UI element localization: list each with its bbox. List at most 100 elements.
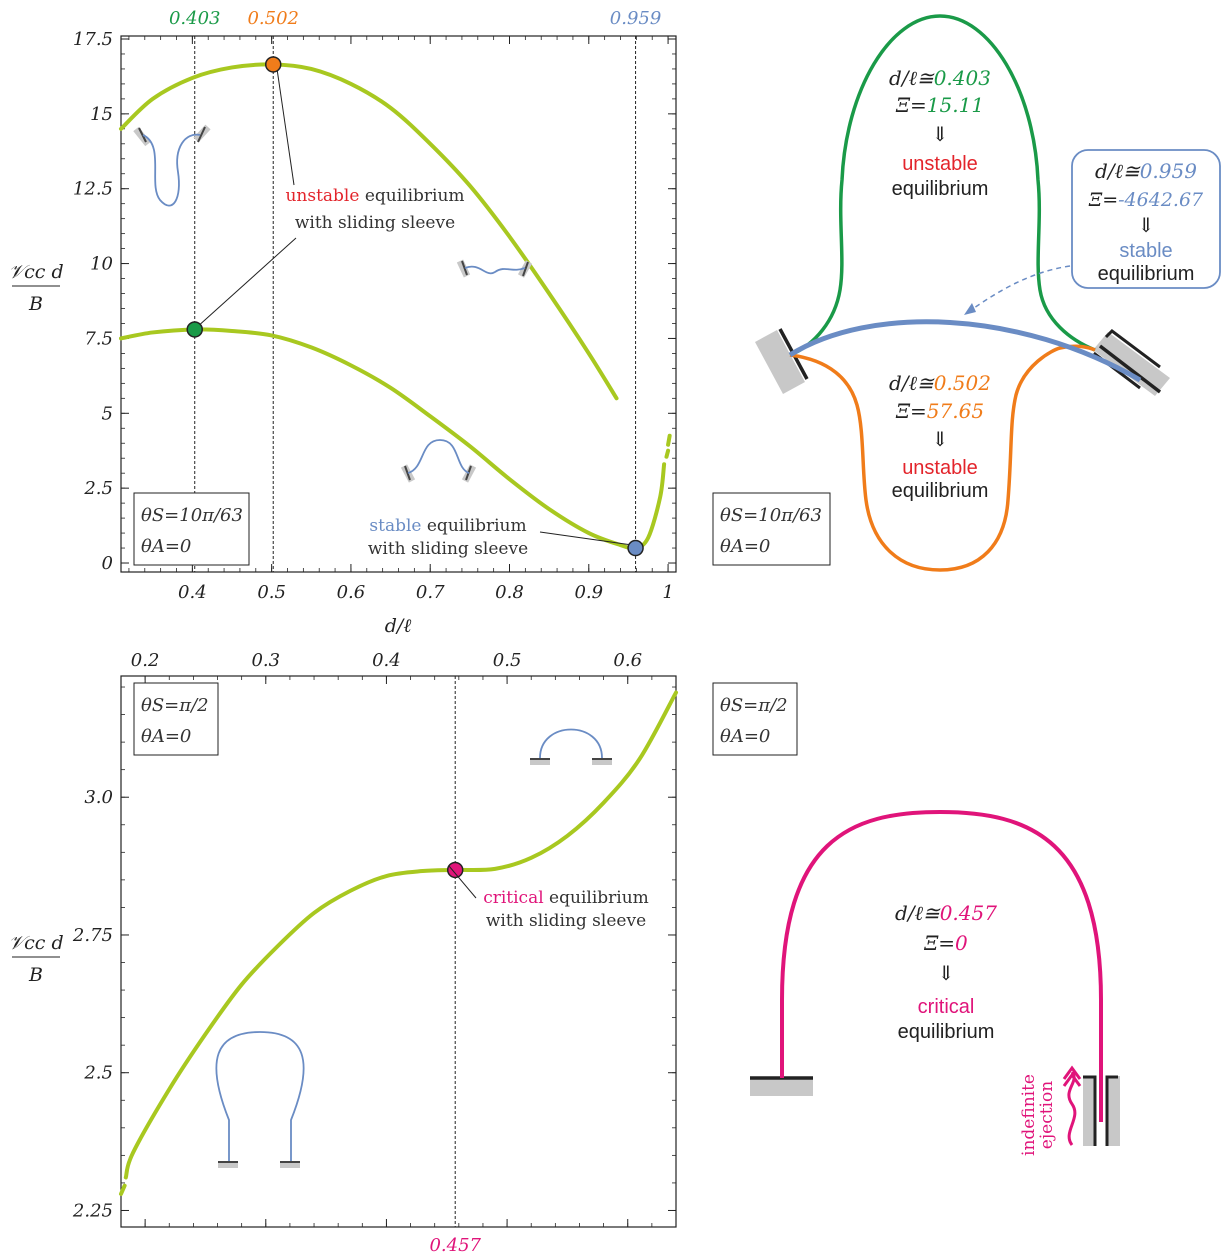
point-marker-orange (264, 56, 282, 73)
blue-stable-curve (788, 319, 1142, 383)
callout-line-unstable-orange (275, 61, 295, 186)
top-chart-y-label: 𝒱cc d B (8, 261, 63, 315)
x-tick-label: 0.9 (574, 582, 603, 603)
top-chart-shape-icons (133, 124, 533, 483)
bottom-chart-ticks: 0.2 0.3 0.4 0.5 0.6 2.25 2.5 2.75 3.0 (72, 650, 677, 1227)
arch-shape-icon (400, 439, 477, 483)
callout-line-stable (539, 531, 633, 546)
top-chart-legend-box: θS=10π/63 θA=0 (133, 492, 250, 566)
bottom-diagram-legend-box: θS=π/2 θA=0 (712, 682, 798, 756)
bottom-series-line-1 (119, 1183, 127, 1196)
blue-equilibrium: equilibrium (1098, 263, 1195, 285)
unstable-annotation-line1: unstable equilibrium (285, 186, 464, 206)
s-shape-icon (133, 124, 211, 207)
top-value-label: 0.403 (169, 8, 221, 29)
magenta-d-ratio: d/ℓ≅0.457 (895, 901, 997, 925)
top-chart: 0.4 0.5 0.6 0.7 0.8 0.9 102.557.51012.51517.5 … (8, 8, 677, 637)
green-equilibrium: equilibrium (892, 178, 989, 200)
legend-theta-s: θS=10π/63 (141, 505, 243, 526)
green-loop-label: d/ℓ≅0.403 Ξ=15.11 ⇓ unstable equilibrium (889, 66, 991, 200)
bottom-right-sleeve-icon (1083, 1075, 1120, 1146)
y-tick-label: 2.75 (72, 925, 113, 946)
top-value-label: 0.502 (247, 8, 299, 29)
green-d-ratio: d/ℓ≅0.403 (889, 66, 991, 90)
bottom-series-line-0 (123, 690, 678, 1180)
ejection-line2: ejection (1037, 1081, 1057, 1149)
callout-line-critical (448, 865, 477, 899)
diagram-legend-theta-a-bottom: θA=0 (720, 726, 770, 747)
bottom-value-label: 0.457 (429, 1235, 481, 1256)
magenta-equilibrium: equilibrium (898, 1021, 995, 1043)
top-series-line-0 (119, 62, 619, 401)
bottom-chart-guides: 0.457 (429, 676, 482, 1256)
bottom-chart-frame (120, 675, 677, 1228)
y-tick-label: 15 (90, 104, 113, 125)
x-tick-label-top: 0.5 (493, 650, 522, 671)
diagram-legend-theta-s-bottom: θS=π/2 (720, 695, 788, 716)
y-tick-label: 2.25 (72, 1200, 113, 1221)
ejection-line1: indefinite (1019, 1074, 1039, 1156)
point-marker-magenta (446, 861, 464, 879)
callout-line-unstable-green (195, 237, 297, 329)
bottom-chart-points (446, 861, 464, 879)
x-tick-label: 0.4 (178, 582, 207, 603)
bottom-chart-legend-box: θS=π/2 θA=0 (133, 682, 219, 756)
blue-state: stable (1119, 240, 1172, 262)
unstable-annotation-line2: with sliding sleeve (295, 213, 455, 233)
legend-theta-a-bottom: θA=0 (141, 726, 191, 747)
x-tick-label: 0.5 (257, 582, 286, 603)
legend-theta-s-bottom: θS=π/2 (141, 695, 209, 716)
magenta-implies-arrow-icon: ⇓ (938, 961, 955, 985)
y-tick-label: 3.0 (84, 787, 113, 808)
orange-equilibrium: equilibrium (892, 480, 989, 502)
top-series-line-2 (664, 448, 671, 459)
right-sleeve-icon (1090, 329, 1170, 396)
green-state: unstable (902, 153, 978, 175)
y-label-denominator: B (28, 293, 43, 315)
top-chart-callouts: unstable equilibrium with sliding sleeve… (195, 61, 633, 559)
green-implies-arrow-icon: ⇓ (932, 122, 949, 146)
top-value-label: 0.959 (610, 8, 662, 29)
diagram-legend-theta-s: θS=10π/63 (720, 505, 822, 526)
y-tick-label: 2.5 (83, 478, 113, 499)
x-axis-label: d/ℓ (385, 615, 412, 637)
pointer-arrowhead-icon (964, 303, 976, 315)
wave-shape-icon (456, 259, 533, 278)
x-tick-label-top: 0.4 (372, 650, 401, 671)
blue-xi: Ξ=-4642.67 (1088, 189, 1204, 211)
magenta-xi: Ξ=0 (923, 931, 968, 955)
critical-annotation-line1: critical equilibrium (483, 888, 649, 908)
y-tick-label: 12.5 (73, 179, 113, 200)
x-tick-label: 0.6 (337, 582, 366, 603)
orange-d-ratio: d/ℓ≅0.502 (889, 371, 991, 395)
ejection-arrow-icon (1067, 1071, 1077, 1146)
critical-annotation-line2: with sliding sleeve (486, 911, 646, 931)
blue-d-ratio: d/ℓ≅0.959 (1095, 159, 1197, 183)
bottom-left-clamp-icon (750, 1076, 813, 1096)
y-tick-label: 5 (102, 403, 113, 424)
top-chart-guides: 0.403 0.502 0.959 (169, 8, 661, 572)
orange-implies-arrow-icon: ⇓ (932, 427, 949, 451)
left-clamp-icon (755, 328, 809, 394)
bottom-chart: 0.2 0.3 0.4 0.5 0.6 2.25 2.5 2.75 3.0 0.457 crit… (8, 650, 678, 1256)
bottom-chart-y-label: 𝒱cc d B (8, 932, 63, 986)
blue-stable-label-box: d/ℓ≅0.959 Ξ=-4642.67 ⇓ stable equilibriu… (1071, 149, 1221, 289)
legend-theta-a: θA=0 (141, 536, 191, 557)
orange-state: unstable (902, 457, 978, 479)
tall-arch-shape-icon (215, 1031, 305, 1168)
x-tick-label-top: 0.3 (251, 650, 280, 671)
y-tick-label: 2.5 (83, 1063, 113, 1084)
y-label-numerator: 𝒱cc d (8, 261, 63, 283)
orange-xi: Ξ=57.65 (895, 399, 984, 423)
ejection-label: indefinite ejection (1019, 1074, 1057, 1156)
y-tick-label: 7.5 (84, 328, 113, 349)
magenta-state: critical (918, 996, 975, 1018)
semicircle-shape-icon (530, 728, 612, 765)
blue-implies-arrow-icon: ⇓ (1138, 213, 1155, 237)
y-label-numerator-bottom: 𝒱cc d (8, 932, 63, 954)
point-marker-green (186, 321, 203, 338)
bottom-chart-series (119, 690, 678, 1196)
bottom-chart-shape-icons (215, 728, 612, 1168)
top-diagram-legend-box: θS=10π/63 θA=0 (712, 492, 831, 566)
